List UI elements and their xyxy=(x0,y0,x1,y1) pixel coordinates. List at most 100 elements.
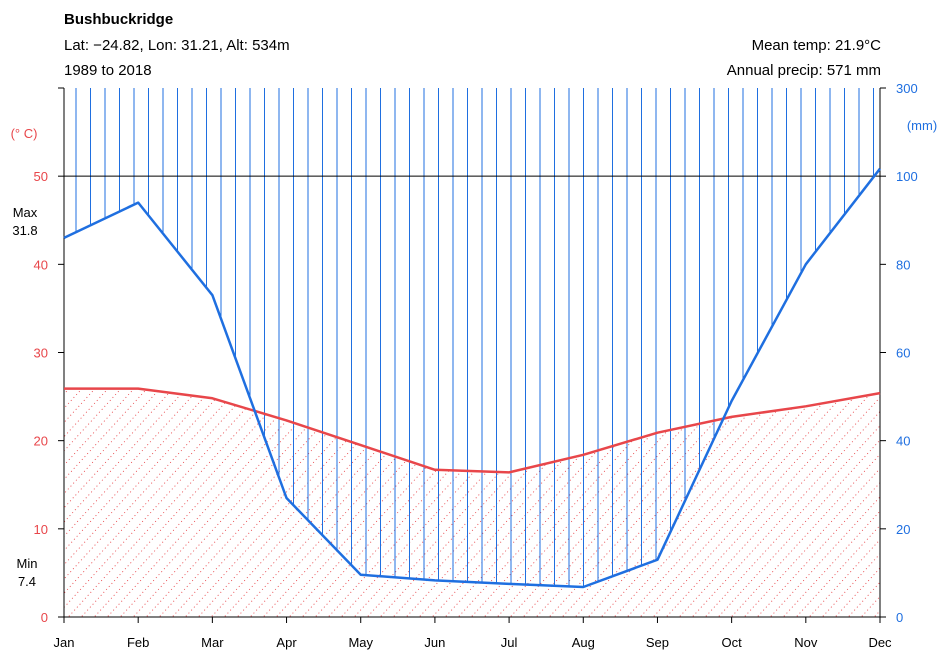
arid-hatch-line xyxy=(582,388,880,617)
arid-hatch-line xyxy=(686,388,880,617)
arid-hatch-line xyxy=(803,388,880,617)
arid-hatch-line xyxy=(556,388,880,617)
arid-hatch-line xyxy=(0,68,63,637)
right-tick-label: 40 xyxy=(896,434,910,449)
axes xyxy=(58,87,886,623)
arid-hatch-line xyxy=(64,388,324,617)
arid-hatch-line xyxy=(777,388,880,617)
arid-hatch-line xyxy=(231,388,753,617)
arid-hatch-line xyxy=(64,388,155,617)
arid-hatch-line xyxy=(244,388,766,617)
arid-hatch-line xyxy=(64,388,350,617)
station-location: Lat: −24.82, Lon: 31.21, Alt: 534m xyxy=(64,37,290,54)
left-tick-label: 30 xyxy=(34,346,48,361)
arid-hatch-line xyxy=(64,388,519,617)
month-label: Feb xyxy=(127,635,149,650)
left-tick-label: 50 xyxy=(34,169,48,184)
month-label: Apr xyxy=(276,635,297,650)
arid-hatch-line xyxy=(595,388,880,617)
arid-hatch-line xyxy=(621,388,880,617)
left-axis-unit: (° C) xyxy=(11,126,38,141)
month-label: Dec xyxy=(868,635,892,650)
arid-hatch-line xyxy=(0,68,11,637)
arid-hatch-line xyxy=(335,388,857,617)
arid-hatch-line xyxy=(361,388,880,617)
arid-hatch-line xyxy=(465,388,880,617)
arid-hatch-line xyxy=(751,388,880,617)
arid-hatch-line xyxy=(218,388,740,617)
arid-hatch-line xyxy=(725,388,880,617)
axis-labels: Jan Feb Mar Apr May Jun Jul Aug Sep Oct Nov Dec 0 10 2… xyxy=(11,81,938,650)
temperature-line xyxy=(64,387,881,474)
arid-hatch-line xyxy=(64,388,194,617)
arid-hatch-line xyxy=(153,388,675,617)
left-tick-label: 10 xyxy=(34,522,48,537)
month-label: Sep xyxy=(646,635,669,650)
arid-hatch-line xyxy=(205,388,727,617)
arid-hatch-line xyxy=(64,388,168,617)
right-axis-unit: (mm) xyxy=(907,118,937,133)
arid-hatch-line xyxy=(64,388,116,617)
arid-hatch-line xyxy=(790,388,880,617)
arid-hatch-line xyxy=(348,388,870,617)
arid-hatch-line xyxy=(816,388,880,617)
arid-hatch-line xyxy=(387,388,880,617)
max-temp-label: Max xyxy=(13,205,38,220)
arid-hatch-line xyxy=(504,388,880,617)
right-tick-label: 60 xyxy=(896,346,910,361)
series-lines xyxy=(63,167,881,589)
arid-hatch-line xyxy=(114,388,636,617)
max-temp-value: 31.8 xyxy=(12,223,37,238)
annual-precip: Annual precip: 571 mm xyxy=(726,62,881,79)
right-tick-label: 0 xyxy=(896,610,903,625)
month-label: Oct xyxy=(722,635,743,650)
right-tick-label: 20 xyxy=(896,522,910,537)
arid-hatch-line xyxy=(140,388,662,617)
dry-season-hatch xyxy=(0,68,939,637)
month-label: Nov xyxy=(794,635,818,650)
arid-hatch-line xyxy=(75,388,597,617)
arid-hatch-line xyxy=(309,388,831,617)
arid-hatch-line xyxy=(64,388,571,617)
period-range: 1989 to 2018 xyxy=(64,62,152,79)
month-label: Jul xyxy=(501,635,518,650)
arid-hatch-line xyxy=(699,388,880,617)
arid-hatch-line xyxy=(64,388,493,617)
arid-hatch-line xyxy=(64,388,337,617)
left-tick-label: 0 xyxy=(41,610,48,625)
arid-hatch-line xyxy=(64,388,454,617)
arid-hatch-line xyxy=(179,388,701,617)
arid-hatch-line xyxy=(270,388,792,617)
month-label: Jun xyxy=(424,635,445,650)
arid-hatch-line xyxy=(647,388,880,617)
arid-hatch-line xyxy=(543,388,880,617)
arid-hatch-line xyxy=(257,388,779,617)
mean-temp: Mean temp: 21.9°C xyxy=(751,37,881,54)
arid-hatch-line xyxy=(88,388,610,617)
arid-hatch-line xyxy=(64,388,376,617)
humid-season-hatch xyxy=(75,88,874,587)
arid-hatch-line xyxy=(413,388,880,617)
arid-hatch-line xyxy=(491,388,880,617)
arid-hatch-line xyxy=(374,388,880,617)
month-label: May xyxy=(348,635,373,650)
precipitation-line xyxy=(63,167,881,589)
arid-hatch-line xyxy=(101,388,623,617)
arid-hatch-line xyxy=(842,388,880,617)
arid-hatch-line xyxy=(764,388,880,617)
arid-hatch-line xyxy=(882,68,939,637)
arid-hatch-line xyxy=(608,388,880,617)
arid-hatch-line xyxy=(660,388,880,617)
arid-hatch-line xyxy=(712,388,880,617)
arid-hatch-line xyxy=(738,388,880,617)
arid-hatch-line xyxy=(439,388,880,617)
month-label: Jan xyxy=(54,635,75,650)
arid-hatch-line xyxy=(296,388,818,617)
arid-hatch-line xyxy=(166,388,688,617)
arid-hatch-line xyxy=(673,388,880,617)
arid-hatch-line xyxy=(569,388,880,617)
right-tick-label: 80 xyxy=(896,257,910,272)
left-tick-label: 20 xyxy=(34,434,48,449)
min-temp-label: Min xyxy=(17,556,38,571)
